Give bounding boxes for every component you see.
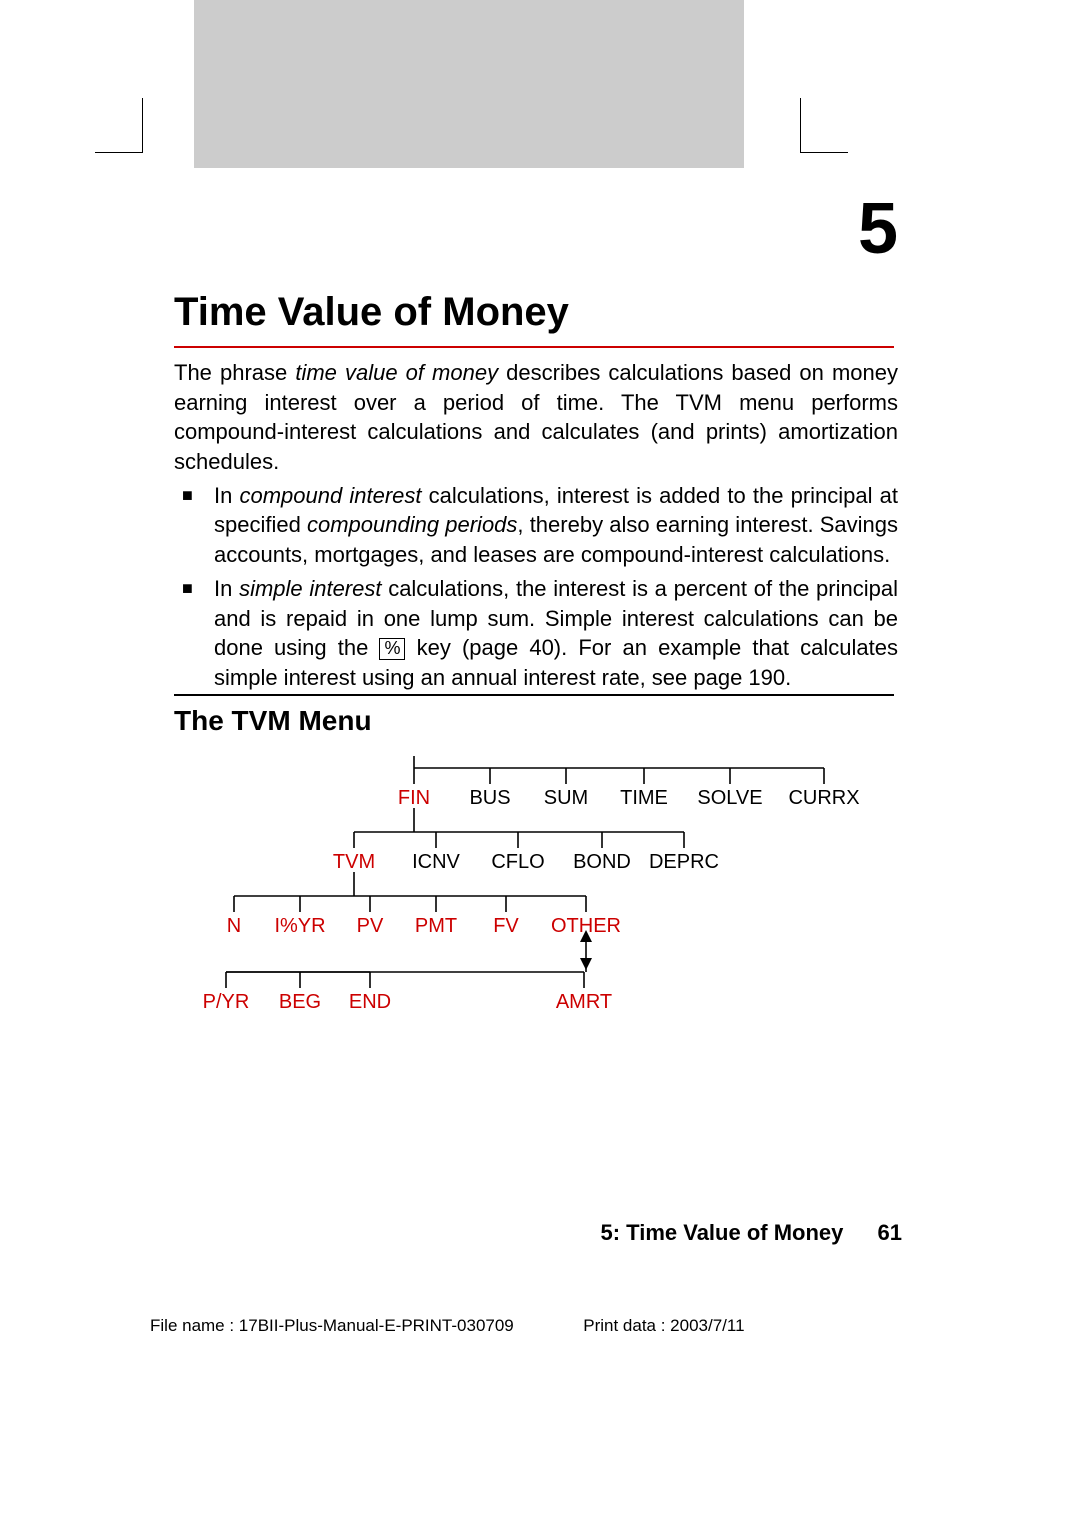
svg-text:ICNV: ICNV (412, 851, 460, 873)
svg-text:CFLO: CFLO (491, 851, 544, 873)
svg-text:BEG: BEG (279, 991, 321, 1013)
text: In (214, 576, 239, 601)
menu-tree-svg: FIN BUS SUM TIME SOLVE CURRX TVM ICNV CFLO BOND DE… (174, 748, 898, 1038)
chapter-title: Time Value of Money (174, 290, 569, 335)
svg-text:DEPRC: DEPRC (649, 851, 719, 873)
chapter-underline (174, 346, 894, 348)
svg-text:CURRX: CURRX (788, 787, 859, 809)
page: 5 Time Value of Money The phrase time va… (0, 0, 1080, 1526)
chapter-number: 5 (858, 188, 898, 270)
svg-text:SUM: SUM (544, 787, 588, 809)
section-rule (174, 694, 894, 696)
file-info-line: File name : 17BII-Plus-Manual-E-PRINT-03… (150, 1316, 745, 1336)
italic-term: compound interest (239, 483, 421, 508)
svg-text:PMT: PMT (415, 915, 457, 937)
svg-text:N: N (227, 915, 241, 937)
tvm-menu-diagram: FIN BUS SUM TIME SOLVE CURRX TVM ICNV CFLO BOND DE… (174, 748, 898, 1038)
italic-term: simple interest (239, 576, 381, 601)
svg-text:FV: FV (493, 915, 519, 937)
svg-text:SOLVE: SOLVE (697, 787, 762, 809)
svg-text:TVM: TVM (333, 851, 375, 873)
file-name: File name : 17BII-Plus-Manual-E-PRINT-03… (150, 1316, 514, 1335)
italic-term: time value of money (295, 360, 498, 385)
page-number: 61 (878, 1220, 902, 1246)
italic-term: compounding periods (307, 512, 517, 537)
bullet-compound-interest: In compound interest calculations, inter… (174, 481, 898, 570)
svg-text:P/YR: P/YR (203, 991, 250, 1013)
crop-mark-top-right (800, 98, 848, 153)
section-title: The TVM Menu (174, 705, 372, 737)
svg-text:BOND: BOND (573, 851, 631, 873)
print-date: Print data : 2003/7/11 (583, 1316, 744, 1335)
intro-block: The phrase time value of money describes… (174, 358, 898, 693)
footer-title: 5: Time Value of Money (601, 1220, 844, 1245)
svg-text:I%YR: I%YR (274, 915, 325, 937)
svg-text:FIN: FIN (398, 787, 430, 809)
running-footer: 5: Time Value of Money 61 (601, 1220, 903, 1246)
bullet-simple-interest: In simple interest calculations, the int… (174, 574, 898, 693)
header-gray-block (194, 0, 744, 168)
text: In (214, 483, 239, 508)
bullet-list: In compound interest calculations, inter… (174, 481, 898, 693)
svg-text:BUS: BUS (469, 787, 510, 809)
svg-text:AMRT: AMRT (556, 991, 612, 1013)
svg-text:END: END (349, 991, 391, 1013)
svg-text:TIME: TIME (620, 787, 668, 809)
percent-key-icon: % (379, 638, 405, 660)
intro-paragraph: The phrase time value of money describes… (174, 358, 898, 477)
svg-text:PV: PV (357, 915, 384, 937)
text: The phrase (174, 360, 295, 385)
crop-mark-top-left (95, 98, 143, 153)
